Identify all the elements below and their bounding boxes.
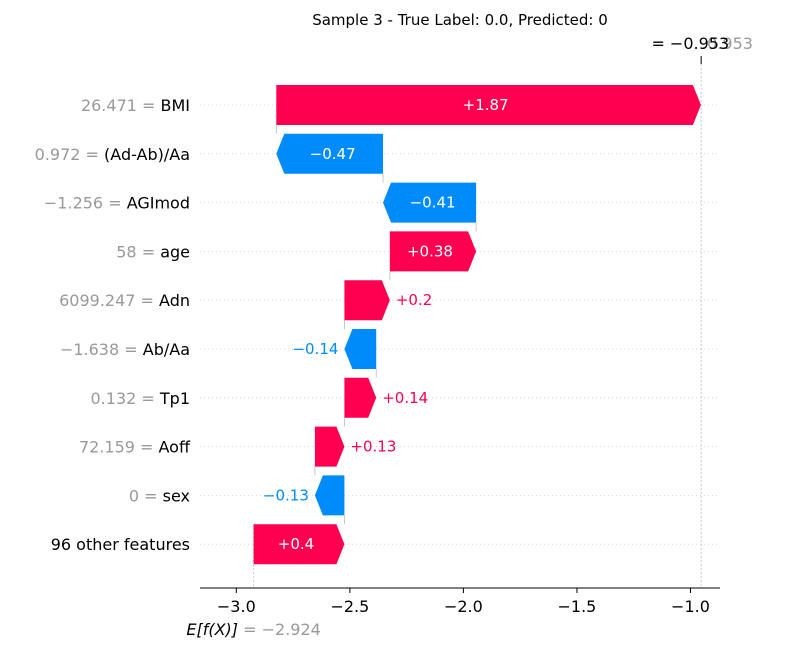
- feature-label: 6099.247 = Adn: [59, 291, 190, 310]
- feature-label: 96 other features: [51, 535, 190, 554]
- bar-value-label: −0.14: [292, 340, 338, 358]
- waterfall-bar: [344, 329, 377, 369]
- bar-value-label: +0.14: [382, 389, 428, 407]
- x-tick-label: −2.5: [330, 597, 369, 616]
- feature-label: 58 = age: [116, 242, 190, 261]
- feature-name: Tp1: [159, 389, 190, 408]
- feature-name: Adn: [159, 291, 190, 310]
- bar-value-label: +0.4: [278, 535, 314, 553]
- bar-value-label: +0.2: [396, 291, 432, 309]
- waterfall-bar: [344, 377, 377, 418]
- base-value-number: = −2.924: [243, 620, 321, 639]
- feature-name: sex: [163, 486, 190, 505]
- waterfall-bar: [314, 426, 345, 467]
- bar-value-label: +0.13: [350, 438, 396, 456]
- feature-value: −1.638 =: [60, 340, 143, 359]
- feature-name: BMI: [161, 96, 191, 115]
- feature-value: 72.159 =: [79, 438, 159, 457]
- feature-name: 96 other features: [51, 535, 190, 554]
- feature-value: −1.256 =: [44, 194, 127, 213]
- bar-value-label: −0.41: [410, 194, 456, 212]
- feature-value: 26.471 =: [81, 96, 161, 115]
- feature-name: age: [160, 242, 190, 261]
- feature-label: 0.972 = (Ad-Ab)/Aa: [35, 145, 190, 164]
- feature-value: 6099.247 =: [59, 291, 159, 310]
- bar-value-label: +0.38: [407, 242, 453, 260]
- feature-name: (Ad-Ab)/Aa: [104, 145, 190, 164]
- chart-title: Sample 3 - True Label: 0.0, Predicted: 0: [312, 11, 608, 29]
- bar-value-label: −0.13: [263, 486, 309, 504]
- waterfall-bar: [383, 182, 477, 223]
- feature-name: Ab/Aa: [143, 340, 190, 359]
- feature-label: 72.159 = Aoff: [79, 438, 191, 457]
- output-value-ghost-label: 0.953: [707, 34, 753, 53]
- feature-label: −1.638 = Ab/Aa: [60, 340, 190, 359]
- grid-layer: [200, 104, 720, 545]
- waterfall-bar: [389, 231, 477, 272]
- base-value-name: E[f(X)]: [186, 620, 243, 639]
- feature-label: 0.132 = Tp1: [91, 389, 191, 408]
- bar-layer: [253, 85, 701, 565]
- feature-value: 58 =: [116, 242, 160, 261]
- base-value-label: E[f(X)] = −2.924: [186, 620, 320, 639]
- x-tick-label: −3.0: [217, 597, 256, 616]
- bar-value-label: −0.47: [310, 145, 356, 163]
- waterfall-bar: [314, 475, 345, 516]
- feature-value: 0.132 =: [91, 389, 160, 408]
- x-tick-label: −1.0: [671, 597, 710, 616]
- connector-layer: [253, 60, 702, 588]
- output-value-label: = −0.953: [651, 34, 729, 53]
- waterfall-bar: [344, 280, 390, 321]
- label-layer: +1.87 26.471 = BMI −0.47 0.972 = (Ad-Ab)/Aa…: [35, 96, 509, 554]
- feature-value: 0.972 =: [35, 145, 104, 164]
- feature-name: AGImod: [127, 194, 190, 213]
- feature-name: Aoff: [159, 438, 191, 457]
- waterfall-bar: [276, 85, 701, 125]
- feature-label: 26.471 = BMI: [81, 96, 190, 115]
- x-axis: −3.0 −2.5 −2.0 −1.5 −1.0 E[f(X)] = −2.924 0.95…: [186, 34, 753, 639]
- waterfall-bar: [253, 524, 345, 565]
- feature-value: 0 =: [129, 486, 163, 505]
- bar-value-label: +1.87: [463, 96, 509, 114]
- x-tick-label: −1.5: [558, 597, 597, 616]
- x-tick-label: −2.0: [444, 597, 483, 616]
- feature-label: −1.256 = AGImod: [44, 194, 190, 213]
- feature-label: 0 = sex: [129, 486, 190, 505]
- waterfall-bar: [276, 133, 384, 174]
